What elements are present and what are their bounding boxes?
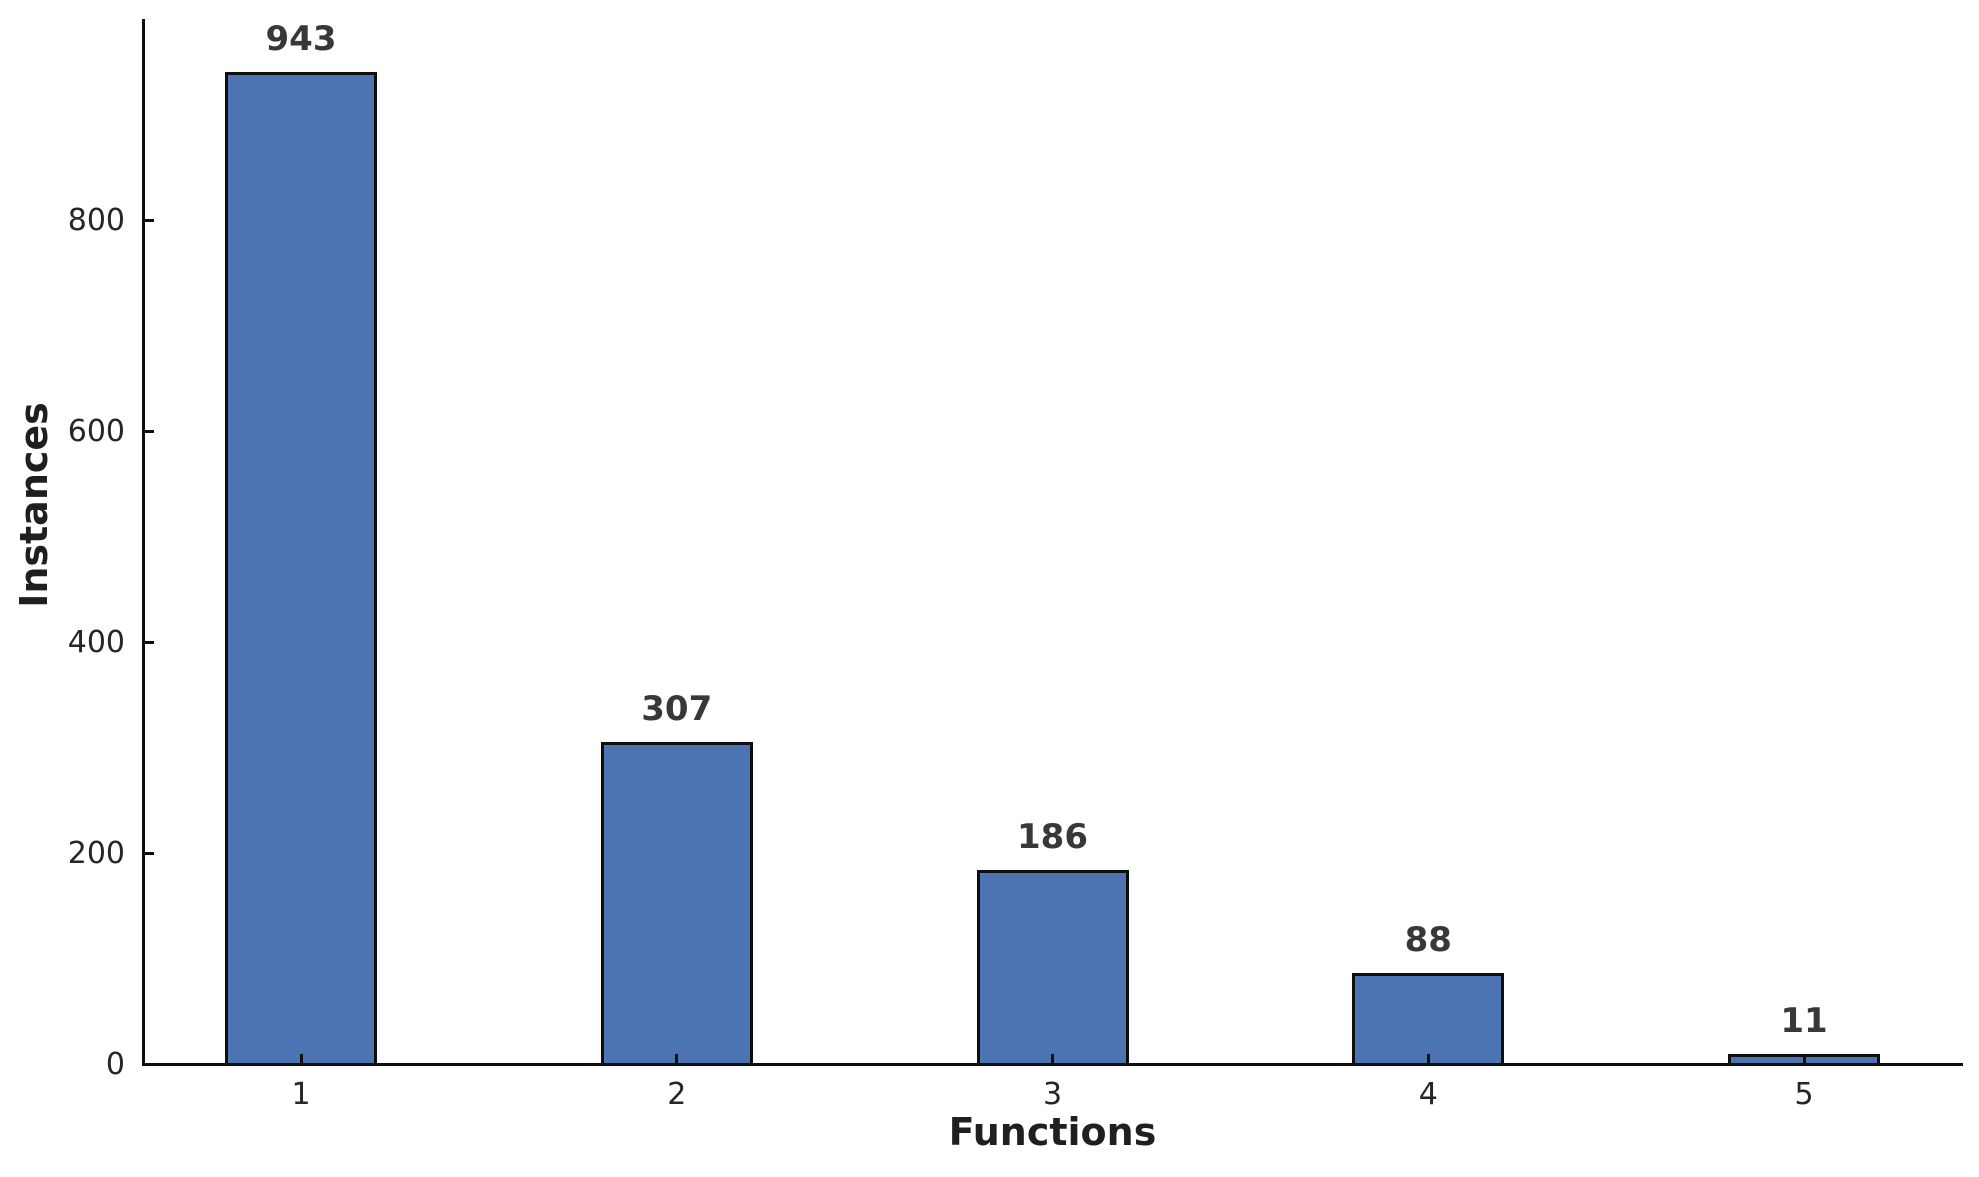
- x-axis-title: Functions: [948, 1110, 1157, 1154]
- y-tick-label: 200: [67, 835, 125, 871]
- x-tick-label: 5: [1794, 1077, 1814, 1112]
- bar-value-label: 307: [641, 689, 713, 729]
- x-tick: [1426, 1054, 1430, 1063]
- bar: [600, 742, 753, 1066]
- y-axis-line: [142, 19, 145, 1066]
- y-tick-label: 400: [67, 624, 125, 660]
- x-tick-label: 1: [291, 1077, 311, 1112]
- bar-value-label: 943: [265, 19, 337, 59]
- bar: [225, 72, 377, 1066]
- y-tick: [145, 641, 154, 645]
- y-tick-label: 0: [105, 1046, 125, 1082]
- y-tick: [145, 430, 154, 434]
- bar: [976, 870, 1129, 1066]
- x-tick: [1051, 1054, 1054, 1063]
- y-tick: [145, 219, 154, 223]
- x-tick: [299, 1054, 303, 1063]
- bar-value-label: 11: [1780, 1001, 1828, 1041]
- x-tick: [1802, 1054, 1806, 1063]
- x-tick-label: 2: [667, 1077, 687, 1112]
- bar-value-label: 88: [1404, 920, 1452, 960]
- bar-value-label: 186: [1017, 817, 1088, 857]
- y-tick-label: 600: [67, 413, 125, 449]
- y-tick-label: 800: [67, 202, 125, 238]
- x-tick: [675, 1054, 679, 1063]
- x-tick-label: 4: [1418, 1077, 1438, 1112]
- x-tick-label: 3: [1042, 1077, 1063, 1112]
- y-tick: [145, 852, 154, 856]
- y-tick: [145, 1063, 154, 1066]
- bar: [1352, 973, 1505, 1066]
